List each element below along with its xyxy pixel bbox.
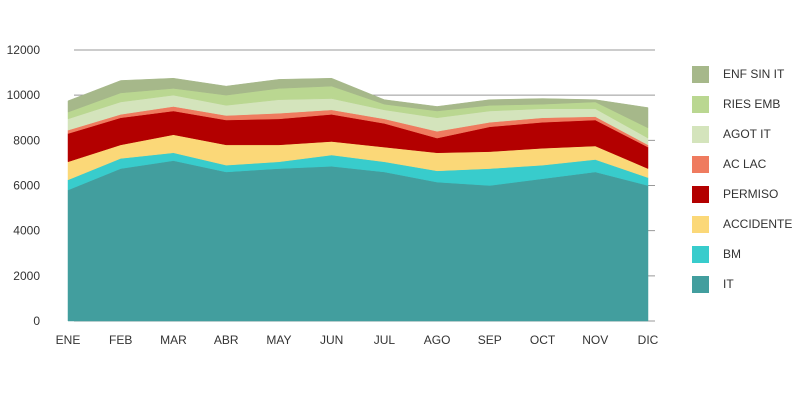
legend-label: BM <box>723 247 741 261</box>
area-series-enf-sin-it <box>67 77 649 129</box>
x-tick-label: SEP <box>478 333 502 347</box>
legend-item-ries-emb: RIES EMB <box>692 90 802 120</box>
x-tick-label: NOV <box>582 333 608 347</box>
legend-swatch <box>692 156 709 173</box>
legend-label: ENF SIN IT <box>723 67 785 81</box>
y-tick-label: 6000 <box>13 179 40 193</box>
x-tick-label: MAY <box>266 333 291 347</box>
x-tick-label: FEB <box>109 333 132 347</box>
legend-swatch <box>692 216 709 233</box>
legend-item-permiso: PERMISO <box>692 180 802 210</box>
legend-label: AGOT IT <box>723 127 771 141</box>
y-tick-label: 0 <box>33 314 40 328</box>
y-tick-label: 8000 <box>13 133 40 147</box>
x-tick-label: MAR <box>160 333 187 347</box>
y-tick-label: 12000 <box>7 43 41 57</box>
y-tick-label: 4000 <box>13 224 40 238</box>
x-axis: ENE FEB MAR ABR MAY JUN JUL AGO SEP OCT NOV DIC <box>56 333 659 347</box>
legend-swatch <box>692 276 709 293</box>
legend-swatch <box>692 186 709 203</box>
legend-swatch <box>692 246 709 263</box>
legend-label: ACCIDENTE <box>723 217 793 231</box>
y-tick-label: 2000 <box>13 269 40 283</box>
x-tick-label: JUL <box>374 333 396 347</box>
legend-label: RIES EMB <box>723 97 781 111</box>
legend-swatch <box>692 96 709 113</box>
legend-item-enf-sin-it: ENF SIN IT <box>692 60 802 90</box>
area-series-it <box>67 160 649 322</box>
y-axis: 0 2000 4000 6000 8000 10000 12000 <box>7 43 41 328</box>
legend-item-ac-lac: AC LAC <box>692 150 802 180</box>
legend-item-it: IT <box>692 270 802 300</box>
x-tick-label: ENE <box>56 333 81 347</box>
legend-label: PERMISO <box>723 187 779 201</box>
legend-item-accidente: ACCIDENTE <box>692 210 802 240</box>
x-tick-label: OCT <box>530 333 556 347</box>
x-tick-label: AGO <box>424 333 451 347</box>
legend: ENF SIN IT RIES EMB AGOT IT AC LAC PERMISO AC… <box>692 60 802 300</box>
legend-swatch <box>692 126 709 143</box>
area-series-group <box>67 77 649 322</box>
legend-item-agot-it: AGOT IT <box>692 120 802 150</box>
legend-label: AC LAC <box>723 157 767 171</box>
legend-swatch <box>692 66 709 83</box>
x-tick-label: JUN <box>320 333 343 347</box>
y-tick-label: 10000 <box>7 88 41 102</box>
x-tick-label: DIC <box>638 333 659 347</box>
x-tick-label: ABR <box>214 333 239 347</box>
legend-item-bm: BM <box>692 240 802 270</box>
legend-label: IT <box>723 277 734 291</box>
